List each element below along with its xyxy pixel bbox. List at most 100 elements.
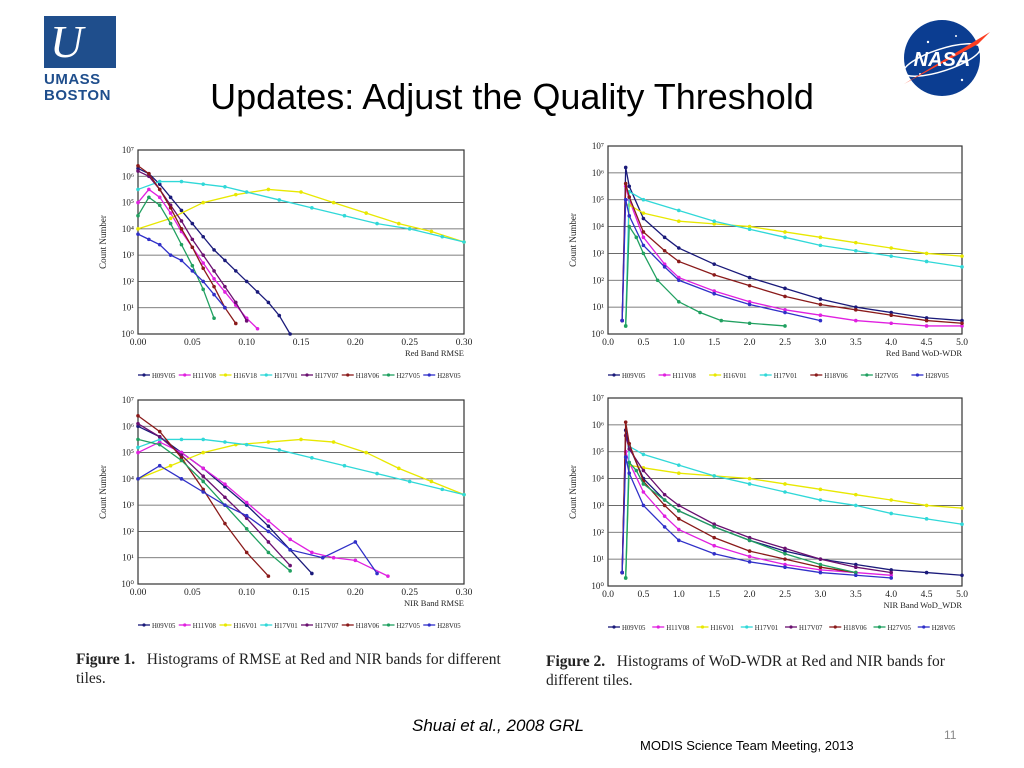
c0-point-H27V05 xyxy=(179,242,184,247)
c1-ytick-label: 10³ xyxy=(122,500,134,510)
c2-point-H28V05 xyxy=(747,302,752,307)
c2-point-H11V08 xyxy=(818,313,823,317)
c1-point-H28V05 xyxy=(244,513,249,518)
nasa-logo: NASA xyxy=(898,14,994,98)
c2-point-H17V01 xyxy=(783,235,787,240)
c3-xtick-label: 1.5 xyxy=(708,590,720,600)
c1-point-H18V06 xyxy=(266,574,271,578)
c3-point-H28V05 xyxy=(854,573,858,578)
c0-point-H09V05 xyxy=(244,279,249,284)
c2-point-H18V06 xyxy=(627,195,632,199)
c3-xtick-label: 5.0 xyxy=(956,590,968,600)
c2-legend-label: H18V06 xyxy=(824,373,848,380)
c0-point-H11V08 xyxy=(136,200,140,205)
c0-ytick-label: 10⁷ xyxy=(122,145,134,155)
c3-point-H11V08 xyxy=(662,514,667,518)
c0-point-H18V06 xyxy=(136,163,140,168)
c3-point-H17V01 xyxy=(960,522,964,527)
c1-legend-marker xyxy=(427,623,431,627)
c2-legend-marker xyxy=(865,373,869,377)
c1-point-H28V05 xyxy=(288,548,292,552)
c1-xtick-label: 0.10 xyxy=(238,588,255,598)
c0-series-H11V08 xyxy=(137,188,258,330)
chart-nir-wod-wdr: 10⁰ 10¹ 10² 10³ 10⁴ 10⁵ 10⁶ 10⁷ 0.0 0.5 1.0 1.5 2.0 2… xyxy=(568,393,968,632)
c0-point-H17V01 xyxy=(223,185,227,189)
c2-legend-marker xyxy=(764,373,768,377)
c2-point-H28V05 xyxy=(627,214,632,218)
c1-legend-marker xyxy=(223,623,228,627)
c0-point-H18V06 xyxy=(157,187,162,192)
c1-point-H11V08 xyxy=(244,500,249,505)
c2-point-H16V01 xyxy=(889,246,893,250)
c2-point-H18V06 xyxy=(924,318,929,323)
c3-point-H28V05 xyxy=(627,471,632,475)
c3-xtick-label: 2.5 xyxy=(779,590,791,600)
c0-y-axis-label: Count Number xyxy=(98,215,108,269)
c1-point-H17V01 xyxy=(462,492,466,497)
c1-legend-label: H11V08 xyxy=(193,623,217,630)
c2-point-H18V06 xyxy=(641,230,646,234)
c1-point-H11V08 xyxy=(310,550,314,555)
c3-ytick-label: 10⁴ xyxy=(592,474,604,484)
c2-legend-marker xyxy=(713,373,717,377)
c0-point-H17V01 xyxy=(440,234,445,239)
c2-ytick-label: 10⁰ xyxy=(591,329,604,339)
c2-legend-label: H11V08 xyxy=(673,373,697,380)
c2-ytick-label: 10¹ xyxy=(592,302,604,312)
c2-xtick-label: 2.5 xyxy=(779,338,791,348)
c2-point-H28V05 xyxy=(783,310,787,315)
c0-point-H28V05 xyxy=(147,237,151,242)
c3-x-axis-label: NIR Band WoD_WDR xyxy=(884,600,963,610)
c1-legend-label: H16V01 xyxy=(234,623,257,630)
c2-point-H11V08 xyxy=(641,235,646,240)
c3-ytick-label: 10⁵ xyxy=(592,447,604,457)
c3-point-H18V06 xyxy=(627,441,632,446)
c1-point-H16V01 xyxy=(201,450,205,455)
c2-point-H09V05 xyxy=(623,165,628,170)
c2-ytick-label: 10⁶ xyxy=(592,168,604,178)
c2-ytick-label: 10⁷ xyxy=(592,141,604,151)
c0-ytick-label: 10⁵ xyxy=(122,198,134,208)
c0-point-H18V06 xyxy=(234,321,238,326)
c3-point-H17V07 xyxy=(712,522,716,527)
c2-point-H11V08 xyxy=(677,275,681,280)
nasa-logo-text: NASA xyxy=(914,49,971,71)
c3-point-H18V06 xyxy=(747,549,752,553)
c3-point-H28V05 xyxy=(620,570,624,575)
c3-point-H16V01 xyxy=(747,476,752,481)
c2-plot-frame xyxy=(607,145,963,335)
c3-point-H28V05 xyxy=(623,455,628,459)
c2-point-H28V05 xyxy=(641,243,646,248)
c0-point-H16V18 xyxy=(234,192,238,197)
c3-ytick-label: 10⁷ xyxy=(592,393,604,403)
c1-xtick-label: 0.05 xyxy=(184,588,201,598)
c2-point-H17V01 xyxy=(747,227,752,232)
c1-point-H28V05 xyxy=(136,477,140,481)
c3-point-H17V07 xyxy=(783,546,787,551)
c2-point-H18V06 xyxy=(889,313,893,317)
c0-point-H27V05 xyxy=(212,316,216,321)
c2-point-H11V08 xyxy=(747,299,752,304)
c3-legend-marker xyxy=(656,625,660,629)
c3-point-H16V01 xyxy=(677,471,681,475)
c1-point-H16V01 xyxy=(299,437,303,442)
c3-xtick-label: 4.0 xyxy=(885,590,897,600)
c0-legend-label: H16V18 xyxy=(234,373,258,380)
c0-point-H28V05 xyxy=(168,253,173,257)
c2-point-H28V05 xyxy=(818,318,823,323)
c3-ytick-label: 10³ xyxy=(592,500,604,510)
c1-xtick-label: 0.20 xyxy=(347,588,364,598)
c1-ytick-label: 10⁶ xyxy=(122,421,134,431)
c1-xtick-label: 0.15 xyxy=(293,588,310,598)
figure1-label: Figure 1. xyxy=(76,651,136,668)
c2-ytick-label: 10³ xyxy=(592,248,604,258)
c1-xtick-label: 0.00 xyxy=(130,588,147,598)
c2-point-H16V01 xyxy=(924,251,929,256)
c1-point-H11V08 xyxy=(179,450,184,455)
c3-point-H11V08 xyxy=(747,554,752,559)
c1-legend-marker xyxy=(386,623,391,627)
c0-point-H17V07 xyxy=(201,253,205,257)
c1-point-H17V01 xyxy=(136,445,140,450)
c1-point-H28V05 xyxy=(201,490,205,494)
c2-legend-label: H09V05 xyxy=(622,373,646,380)
